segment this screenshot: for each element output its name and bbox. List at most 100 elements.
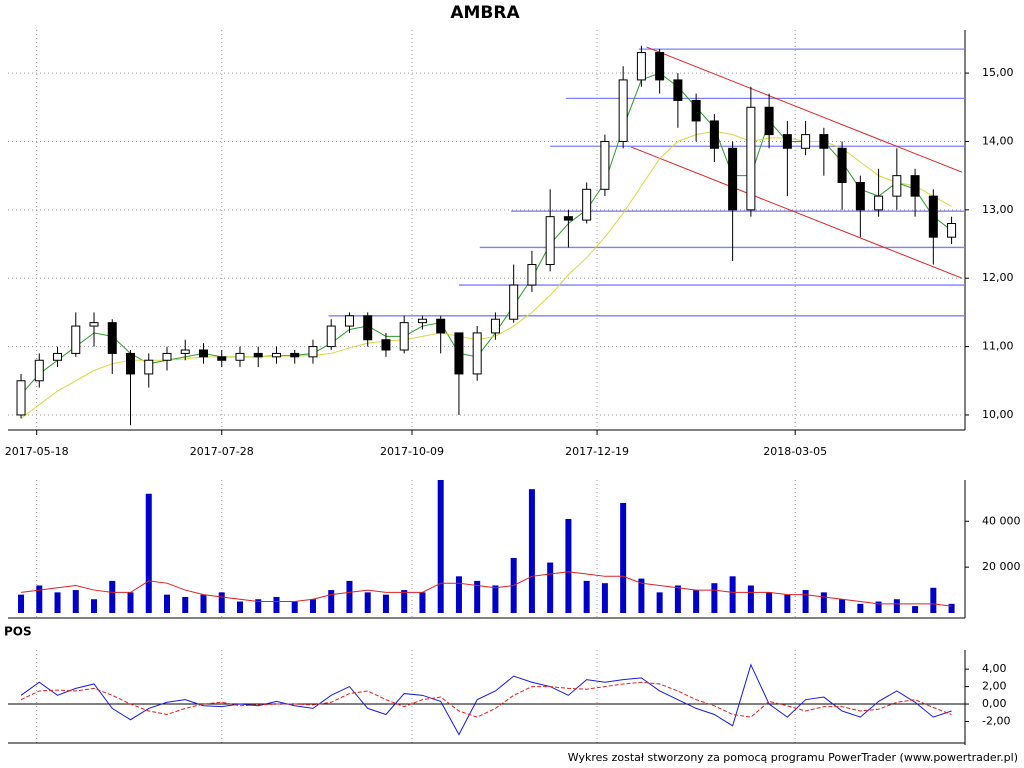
trend-line bbox=[646, 46, 963, 173]
candle-body bbox=[144, 359, 154, 375]
volume-bar bbox=[328, 590, 335, 613]
candle-body bbox=[545, 216, 555, 266]
volume-bar bbox=[747, 585, 754, 613]
candle-body bbox=[947, 223, 957, 238]
candle-body bbox=[746, 106, 756, 211]
volume-bar bbox=[547, 562, 554, 613]
x-tick-label: 2017-12-19 bbox=[565, 445, 629, 458]
volume-bar bbox=[273, 596, 280, 613]
candle-body bbox=[71, 325, 81, 354]
volume-bar bbox=[948, 603, 955, 613]
candle-body bbox=[253, 352, 263, 358]
volume-bar bbox=[784, 594, 791, 613]
volume-bar bbox=[236, 601, 243, 613]
candle-body bbox=[363, 315, 373, 341]
moving-average bbox=[20, 130, 952, 419]
volume-bar bbox=[127, 592, 134, 613]
volume-bar bbox=[164, 594, 170, 613]
y-tick-label: 15,00 bbox=[982, 66, 1014, 79]
candle-body bbox=[728, 147, 738, 211]
volume-bar bbox=[583, 580, 590, 613]
volume-bar bbox=[346, 580, 353, 613]
indicator-line bbox=[20, 663, 952, 736]
y-tick-label: 4,00 bbox=[982, 662, 1007, 675]
candle-body bbox=[527, 264, 537, 286]
volume-bar bbox=[218, 592, 225, 613]
volume-bar bbox=[455, 576, 462, 613]
trend-line bbox=[630, 146, 963, 279]
volume-bar bbox=[638, 578, 645, 613]
volume-bar bbox=[291, 601, 298, 613]
candle-body bbox=[217, 356, 227, 361]
volume-bar bbox=[674, 585, 681, 613]
candle-body bbox=[126, 352, 136, 375]
volume-bar bbox=[72, 590, 79, 613]
volume-average bbox=[20, 571, 952, 607]
panel-title: POS bbox=[4, 625, 32, 639]
y-tick-label: 13,00 bbox=[982, 203, 1014, 216]
volume-bar bbox=[839, 599, 846, 613]
candle-body bbox=[801, 134, 811, 149]
candle-body bbox=[290, 352, 300, 358]
volume-bar bbox=[729, 576, 736, 613]
volume-bar bbox=[656, 592, 663, 613]
volume-bar bbox=[401, 590, 408, 613]
candle-body bbox=[636, 52, 646, 81]
volume-bar bbox=[820, 592, 827, 613]
candle-body bbox=[837, 147, 847, 183]
volume-bar bbox=[802, 590, 809, 613]
candle-body bbox=[198, 349, 208, 358]
volume-bar bbox=[857, 603, 864, 613]
y-tick-label: 11,00 bbox=[982, 340, 1014, 353]
candle-body bbox=[235, 352, 245, 361]
candle-body bbox=[855, 181, 865, 211]
footer: Wykres został stworzony za pomocą progra… bbox=[568, 751, 1018, 764]
candle-body bbox=[344, 315, 354, 327]
candle-body bbox=[782, 134, 792, 149]
volume-bar bbox=[492, 585, 499, 613]
candle-body bbox=[709, 120, 719, 149]
x-tick-label: 2017-10-09 bbox=[380, 445, 444, 458]
volume-bar bbox=[309, 599, 316, 613]
volume-bar bbox=[54, 592, 61, 613]
candle-body bbox=[16, 380, 26, 416]
candle-body bbox=[381, 339, 391, 351]
volume-bar bbox=[620, 502, 627, 613]
volume-bar bbox=[912, 606, 919, 613]
candle-body bbox=[764, 106, 774, 136]
volume-bar bbox=[382, 594, 389, 613]
candle-body bbox=[326, 325, 336, 348]
y-tick-label: 40 000 bbox=[982, 514, 1021, 527]
x-tick-label: 2017-07-28 bbox=[190, 445, 254, 458]
x-tick-label: 2018-03-05 bbox=[763, 445, 827, 458]
candle-body bbox=[600, 140, 610, 190]
volume-bar bbox=[565, 518, 572, 613]
candle-body bbox=[691, 99, 701, 122]
candle-body bbox=[436, 318, 446, 334]
candle-body bbox=[490, 318, 500, 334]
x-tick-label: 2017-05-18 bbox=[5, 445, 69, 458]
candle-body bbox=[618, 79, 628, 142]
candle-body bbox=[928, 195, 938, 238]
y-tick-label: 14,00 bbox=[982, 134, 1014, 147]
volume-bar bbox=[255, 599, 262, 613]
y-tick-label: -2,00 bbox=[982, 714, 1010, 727]
volume-bar bbox=[18, 594, 25, 613]
chart-title: AMBRA bbox=[450, 3, 520, 23]
volume-bar bbox=[893, 599, 900, 613]
y-tick-label: 0,00 bbox=[982, 697, 1007, 710]
candle-body bbox=[180, 349, 190, 354]
candle-body bbox=[271, 352, 281, 358]
candle-body bbox=[89, 322, 99, 327]
candle-body bbox=[34, 359, 44, 382]
candle-body bbox=[819, 134, 829, 149]
candle-body bbox=[53, 352, 63, 361]
candle-body bbox=[582, 188, 592, 221]
candle-body bbox=[454, 332, 464, 375]
volume-bar bbox=[875, 601, 882, 613]
candle-body bbox=[910, 175, 920, 197]
candle-body bbox=[655, 52, 665, 81]
volume-bar bbox=[91, 599, 98, 613]
moving-average bbox=[20, 72, 952, 395]
